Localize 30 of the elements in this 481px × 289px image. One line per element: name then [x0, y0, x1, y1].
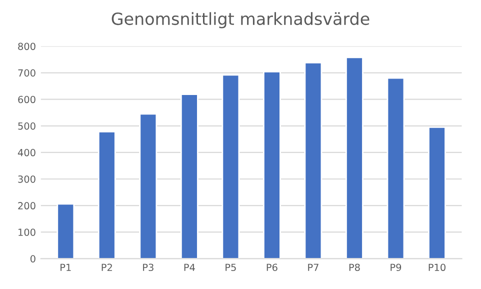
x-tick-label: P8	[349, 264, 360, 272]
y-tick-label: 0	[30, 255, 36, 262]
bar	[56, 203, 75, 259]
bar	[304, 62, 322, 259]
y-tick-label: 800	[18, 42, 36, 50]
x-tick-label: P10	[428, 264, 446, 272]
x-tick-label: P5	[226, 264, 236, 272]
bar	[98, 131, 116, 259]
y-tick-label: 400	[18, 148, 36, 156]
x-tick-label: P7	[308, 264, 318, 271]
x-tick-label: P9	[390, 264, 402, 272]
bar	[263, 71, 281, 259]
bar	[386, 77, 405, 259]
y-tick-label: 300	[18, 175, 36, 183]
x-tick-label: P3	[143, 264, 154, 272]
bar	[428, 126, 446, 259]
chart-title: Genomsnittligt marknadsvärde	[112, 12, 370, 28]
y-tick-label: 100	[18, 228, 36, 236]
x-tick-label: P6	[266, 264, 278, 272]
y-tick-label: 500	[18, 122, 36, 130]
x-tick-label: P2	[102, 264, 112, 271]
bar	[139, 113, 158, 259]
y-tick-label: 200	[18, 202, 36, 210]
x-tick-label: P1	[60, 264, 71, 271]
x-tick-label: P4	[184, 264, 195, 271]
bar	[180, 94, 198, 259]
y-tick-label: 700	[18, 69, 36, 77]
y-tick-label: 600	[18, 96, 36, 104]
bar	[346, 56, 364, 259]
bar	[222, 74, 240, 259]
